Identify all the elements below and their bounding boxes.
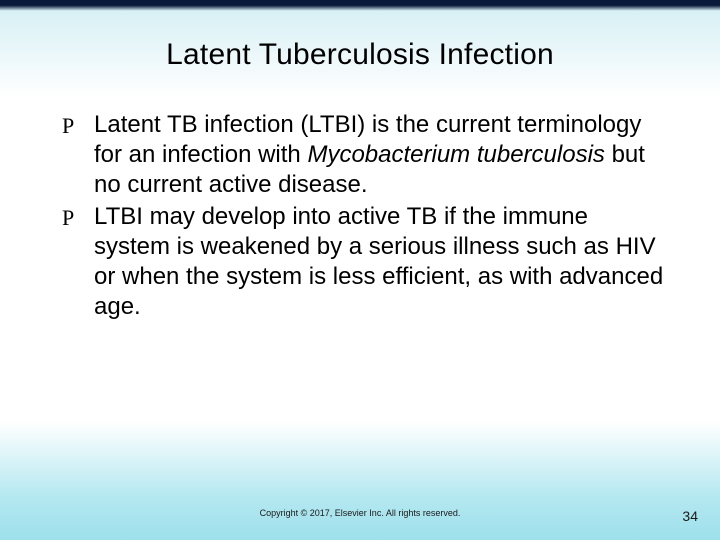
bullet-glyph-icon: P — [62, 202, 84, 234]
bullet-glyph-icon: P — [62, 110, 84, 142]
slide-container: Latent Tuberculosis Infection P Latent T… — [0, 0, 720, 540]
bullet-text: Latent TB infection (LTBI) is the curren… — [94, 110, 670, 200]
page-number: 34 — [682, 508, 698, 524]
slide-title: Latent Tuberculosis Infection — [40, 38, 680, 72]
bullet-text: LTBI may develop into active TB if the i… — [94, 202, 670, 322]
bullet-item: P Latent TB infection (LTBI) is the curr… — [62, 110, 670, 200]
bullet-pre: LTBI may develop into active TB if the i… — [94, 203, 663, 320]
bullet-item: P LTBI may develop into active TB if the… — [62, 202, 670, 322]
bullet-italic: Mycobacterium tuberculosis — [307, 141, 604, 168]
bullet-list: P Latent TB infection (LTBI) is the curr… — [40, 110, 680, 322]
copyright-footer: Copyright © 2017, Elsevier Inc. All righ… — [0, 508, 720, 518]
